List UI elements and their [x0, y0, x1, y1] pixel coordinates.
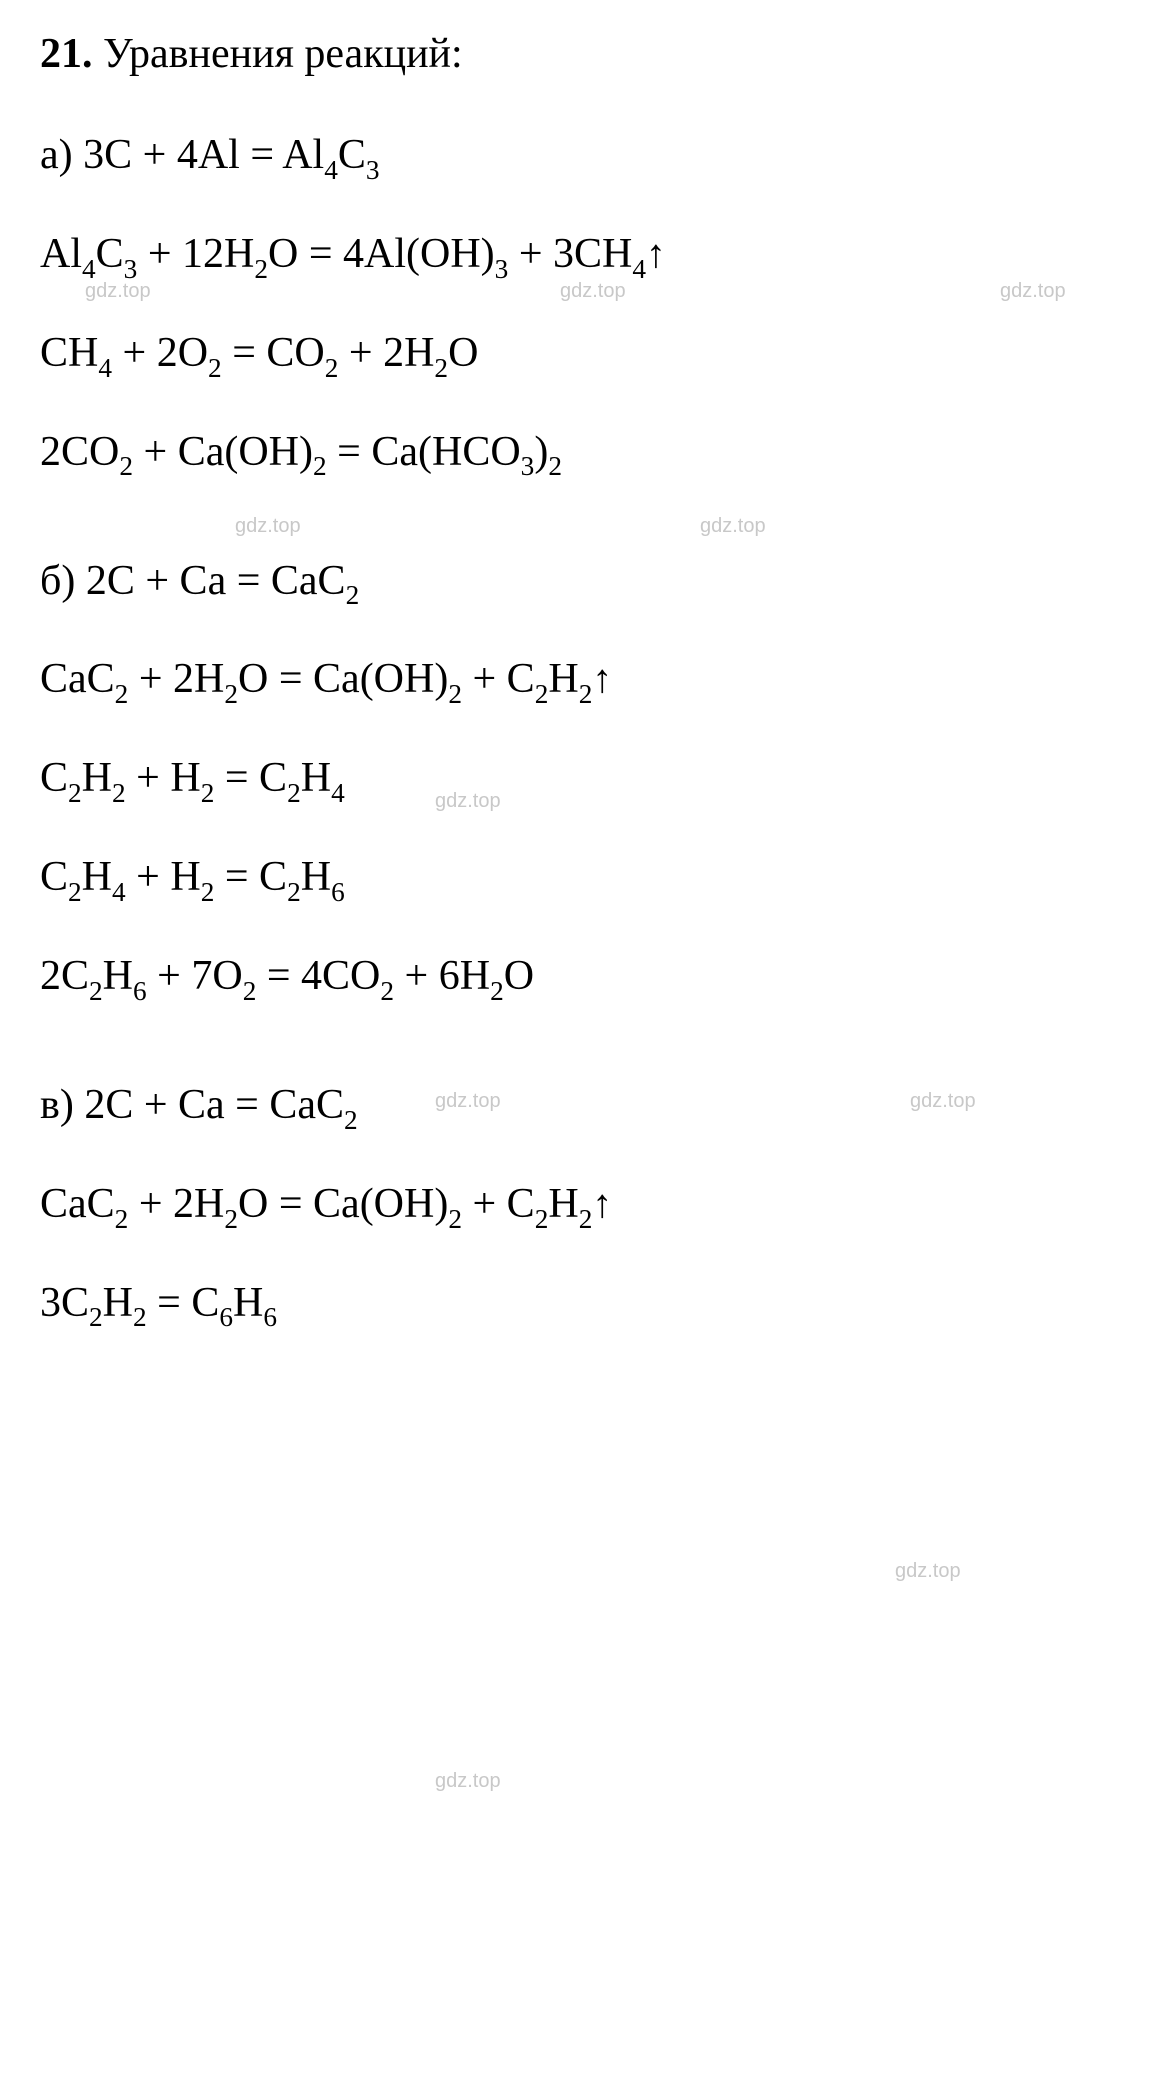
section-b: б) 2C + Ca = CaC2 CaC2 + 2H2O = Ca(OH)2 … — [40, 554, 1135, 1008]
watermark: gdz.top — [235, 515, 301, 538]
content-wrapper: 21. Уравнения реакций: а) 3C + 4Al = Al4… — [40, 30, 1135, 1335]
section-b-label: б) — [40, 558, 86, 604]
page-title: 21. Уравнения реакций: — [40, 30, 1135, 78]
equation-b-4: C2H4 + H2 = C2H6 — [40, 850, 1135, 909]
equation-a-3: CH4 + 2O2 = CO2 + 2H2O — [40, 326, 1135, 385]
equation-b-5: 2C2H6 + 7O2 = 4CO2 + 6H2O — [40, 949, 1135, 1008]
title-number: 21. — [40, 31, 93, 77]
title-text: Уравнения реакций: — [93, 31, 463, 77]
watermark: gdz.top — [895, 1560, 961, 1583]
section-a: а) 3C + 4Al = Al4C3 Al4C3 + 12H2O = 4Al(… — [40, 128, 1135, 484]
section-c: в) 2C + Ca = CaC2 CaC2 + 2H2O = Ca(OH)2 … — [40, 1078, 1135, 1335]
section-c-label: в) — [40, 1082, 84, 1128]
equation-a-4: 2CO2 + Ca(OH)2 = Ca(HCO3)2 — [40, 425, 1135, 484]
watermark: gdz.top — [700, 515, 766, 538]
equation-c-2: CaC2 + 2H2O = Ca(OH)2 + C2H2↑ — [40, 1177, 1135, 1236]
equation-b-3: C2H2 + H2 = C2H4 — [40, 751, 1135, 810]
equation-b-2: CaC2 + 2H2O = Ca(OH)2 + C2H2↑ — [40, 652, 1135, 711]
equation-a-2: Al4C3 + 12H2O = 4Al(OH)3 + 3CH4↑ — [40, 227, 1135, 286]
equation-a-1: а) 3C + 4Al = Al4C3 — [40, 128, 1135, 187]
equation-c-3: 3C2H2 = C6H6 — [40, 1276, 1135, 1335]
watermark: gdz.top — [435, 1770, 501, 1793]
section-a-label: а) — [40, 132, 83, 178]
equation-c-1: в) 2C + Ca = CaC2 — [40, 1078, 1135, 1137]
equation-b-1: б) 2C + Ca = CaC2 — [40, 554, 1135, 613]
